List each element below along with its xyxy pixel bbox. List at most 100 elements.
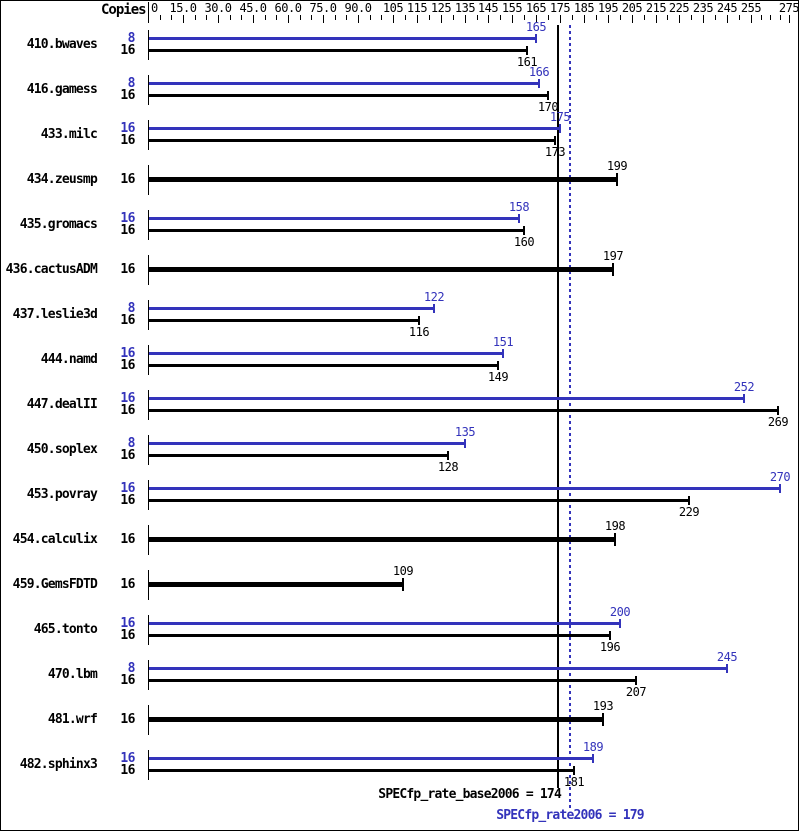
- x-axis-minor-tick: [620, 15, 621, 20]
- x-axis-tick-label: 0: [151, 1, 158, 15]
- group-axis-segment: [148, 345, 149, 375]
- copies-column-header: Copies: [101, 2, 147, 18]
- peak-copies-label: 16: [120, 121, 135, 136]
- benchmark-label-481-wrf: 481.wrf: [47, 712, 98, 727]
- x-axis-tick-label: 155: [501, 1, 523, 15]
- base-value-label: 197: [602, 249, 624, 263]
- base-bar-447-dealII: [149, 409, 778, 412]
- base-bar-416-gamess: [149, 94, 548, 97]
- x-axis-minor-tick: [370, 15, 371, 20]
- base-copies-label: 16: [120, 532, 135, 547]
- base-bar-437-leslie3d: [149, 319, 419, 322]
- x-axis-major-tick: [183, 15, 184, 23]
- base-value-label: 207: [625, 685, 647, 699]
- peak-value-label: 189: [582, 740, 604, 754]
- benchmark-label-437-leslie3d: 437.leslie3d: [12, 307, 98, 322]
- peak-copies-label: 8: [127, 76, 136, 91]
- x-axis-minor-tick: [276, 15, 277, 20]
- base-bar-465-tonto: [149, 634, 610, 637]
- x-axis-major-tick: [288, 15, 289, 23]
- base-bar-end-tick: [573, 766, 575, 775]
- base-bar-end-tick: [616, 173, 618, 186]
- base-bar-end-tick: [614, 533, 616, 546]
- x-axis-major-tick: [218, 15, 219, 23]
- base-value-label: 116: [408, 325, 430, 339]
- base-copies-label: 16: [120, 763, 135, 778]
- x-axis-major-tick: [584, 15, 585, 23]
- base-value-label: 161: [516, 55, 538, 69]
- group-axis-segment: [148, 120, 149, 150]
- x-axis-major-tick: [656, 15, 657, 23]
- x-axis-tick-label: 195: [597, 1, 619, 15]
- base-copies-label: 16: [120, 628, 135, 643]
- base-copies-label: 16: [120, 262, 135, 277]
- base-copies-label: 16: [120, 712, 135, 727]
- base-value-label: 229: [678, 505, 700, 519]
- benchmark-label-465-tonto: 465.tonto: [33, 622, 98, 637]
- base-value-label: 149: [487, 370, 509, 384]
- base-bar-end-tick: [402, 578, 404, 591]
- peak-copies-label: 16: [120, 481, 135, 496]
- x-axis-major-tick: [751, 15, 752, 23]
- x-axis-minor-tick: [644, 15, 645, 20]
- group-axis-segment: [148, 30, 149, 60]
- base-value-label: 193: [592, 699, 614, 713]
- peak-bar-444-namd: [149, 352, 503, 355]
- group-axis-segment: [148, 255, 149, 285]
- group-axis-segment: [148, 660, 149, 690]
- benchmark-label-410-bwaves: 410.bwaves: [26, 37, 98, 52]
- x-axis-minor-tick: [477, 15, 478, 20]
- benchmark-label-416-gamess: 416.gamess: [26, 82, 98, 97]
- x-axis-minor-tick: [230, 15, 231, 20]
- x-axis-minor-tick: [346, 15, 347, 20]
- x-axis-tick-label: 45.0: [239, 1, 267, 15]
- peak-bar-482-sphinx3: [149, 757, 593, 760]
- x-axis-tick-label: 205: [621, 1, 643, 15]
- base-bar-433-milc: [149, 139, 555, 142]
- base-bar-end-tick: [523, 226, 525, 235]
- base-copies-label: 16: [120, 133, 135, 148]
- base-value-label: 160: [513, 235, 535, 249]
- peak-bar-end-tick: [538, 79, 540, 88]
- base-copies-label: 16: [120, 673, 135, 688]
- peak-value-label: 135: [454, 425, 476, 439]
- x-axis-minor-tick: [770, 15, 771, 20]
- peak-copies-label: 16: [120, 211, 135, 226]
- peak-bar-end-tick: [433, 304, 435, 313]
- group-axis-segment: [148, 750, 149, 780]
- peak-copies-label: 16: [120, 751, 135, 766]
- peak-copies-label: 8: [127, 301, 136, 316]
- base-copies-label: 16: [120, 358, 135, 373]
- x-axis-minor-tick: [761, 15, 762, 20]
- x-axis-tick-label: 165: [525, 1, 547, 15]
- benchmark-label-459-GemsFDTD: 459.GemsFDTD: [12, 577, 98, 592]
- peak-bar-end-tick: [518, 214, 520, 223]
- x-axis-minor-tick: [171, 15, 172, 20]
- base-copies-label: 16: [120, 223, 135, 238]
- peak-copies-label: 16: [120, 616, 135, 631]
- base-copies-label: 16: [120, 403, 135, 418]
- x-axis-minor-tick: [311, 15, 312, 20]
- base-bar-436-cactusADM: [149, 267, 613, 272]
- group-axis-segment: [148, 705, 149, 735]
- peak-bar-end-tick: [592, 754, 594, 763]
- group-axis-segment: [148, 165, 149, 195]
- x-axis-minor-tick: [524, 15, 525, 20]
- x-axis-tick-label: 175: [549, 1, 571, 15]
- base-value-label: 109: [392, 564, 414, 578]
- benchmark-label-447-dealII: 447.dealII: [26, 397, 98, 412]
- peak-value-label: 270: [769, 470, 791, 484]
- base-bar-470-lbm: [149, 679, 636, 682]
- base-bar-481-wrf: [149, 717, 603, 722]
- group-axis-segment: [148, 615, 149, 645]
- benchmark-label-454-calculix: 454.calculix: [12, 532, 98, 547]
- peak-copies-label: 8: [127, 31, 136, 46]
- peak-value-label: 175: [549, 110, 571, 124]
- x-axis-minor-tick: [572, 15, 573, 20]
- peak-bar-465-tonto: [149, 622, 620, 625]
- x-axis-major-tick: [358, 15, 359, 23]
- base-bar-434-zeusmp: [149, 177, 617, 182]
- x-axis-minor-tick: [195, 15, 196, 20]
- base-bar-end-tick: [418, 316, 420, 325]
